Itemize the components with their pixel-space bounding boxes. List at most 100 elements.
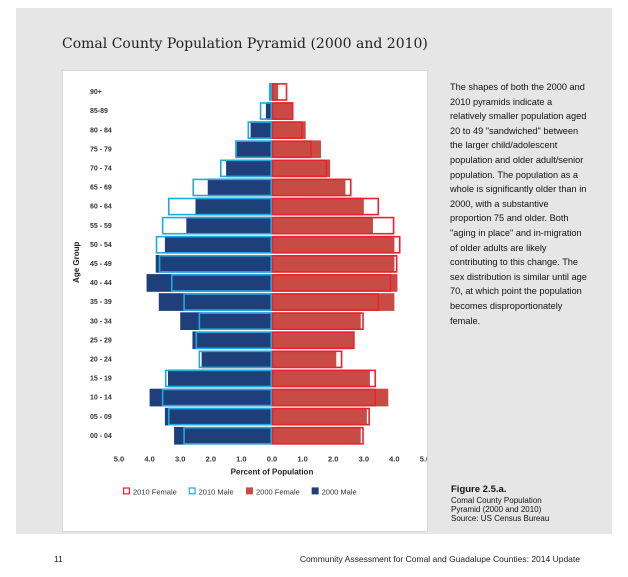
description-text: The shapes of both the 2000 and 2010 pyr… (450, 82, 587, 326)
x-tick-label: 4.0 (389, 454, 399, 463)
bar-2010-male-3 (235, 140, 273, 159)
legend-label: 2010 Male (199, 487, 234, 496)
y-tick-label: 15 - 19 (90, 376, 112, 383)
y-tick-label: 00 - 04 (90, 433, 112, 440)
bar-2000-female-5 (272, 178, 346, 197)
y-tick-label: 45 - 49 (90, 261, 112, 268)
bar-2000-male-10 (146, 274, 272, 292)
bar-2000-female-4 (272, 159, 331, 178)
bar-2010-male-4 (219, 159, 272, 178)
bar-2000-male-8 (164, 235, 272, 254)
bar-2000-female-12 (272, 312, 361, 330)
bar-2000-female-2 (272, 121, 306, 139)
bar-2010-male-12 (198, 312, 272, 331)
bar-2000-female-10 (272, 274, 398, 292)
bar-2000-female-15 (272, 369, 370, 388)
bar-2010-male-8 (155, 235, 272, 254)
bar-2010-female-0 (272, 83, 288, 101)
bar-2010-male-18 (183, 426, 272, 445)
x-tick-label: 2.0 (206, 454, 216, 463)
legend-swatch (122, 487, 130, 495)
chart-panel: 90+ 85-89 80 - 84 75 - 79 70 - 74 65 - 69 60 -… (62, 70, 428, 532)
bar-2000-male-12 (180, 312, 272, 330)
legend-label: 2000 Female (256, 487, 300, 496)
bar-2010-female-4 (272, 159, 328, 178)
bar-2010-female-1 (272, 102, 294, 120)
y-tick-label: 30 - 34 (90, 318, 112, 325)
bar-2010-male-10 (171, 274, 272, 292)
figure-label: Figure 2.5.a. (451, 484, 507, 495)
bar-2010-female-5 (272, 178, 352, 197)
bar-2000-male-5 (207, 178, 272, 197)
x-tick-label: 2.0 (328, 454, 338, 463)
population-pyramid-chart: 90+ 85-89 80 - 84 75 - 79 70 - 74 65 - 69 60 -… (72, 83, 427, 496)
y-tick-label: 55 - 59 (90, 223, 112, 230)
y-tick-label: 10 - 14 (90, 395, 112, 402)
bar-2000-male-15 (167, 369, 272, 388)
y-tick-label: 35 - 39 (90, 299, 112, 306)
bar-2010-female-10 (272, 274, 392, 292)
bar-2000-male-3 (235, 140, 272, 159)
y-tick-label: 85-89 (90, 108, 108, 115)
bar-2010-male-9 (158, 255, 273, 273)
x-tick-label: 0.0 (267, 454, 277, 463)
bar-2000-male-6 (195, 197, 272, 216)
caption-line: Comal County Population (451, 496, 542, 505)
bar-2010-female-13 (272, 331, 355, 350)
page-title: Comal County Population Pyramid (2000 an… (62, 36, 428, 52)
bar-2000-female-14 (272, 350, 337, 369)
bar-2000-male-4 (226, 159, 272, 178)
bar-2000-female-1 (272, 102, 294, 120)
x-tick-label: 1.0 (297, 454, 307, 463)
bar-2000-female-17 (272, 407, 367, 426)
bar-2010-male-7 (161, 216, 272, 235)
bar-2010-male-0 (268, 83, 273, 101)
bar-2000-female-8 (272, 235, 395, 254)
bar-2010-female-18 (272, 426, 364, 445)
bar-2000-male-16 (149, 388, 272, 407)
bar-2000-male-18 (174, 426, 272, 445)
y-tick-label: 05 - 09 (90, 414, 112, 421)
bar-2010-male-16 (161, 388, 272, 407)
y-tick-label: 75 - 79 (90, 146, 112, 153)
x-tick-label: 5.0 (114, 454, 124, 463)
bar-2010-male-14 (198, 350, 272, 369)
bar-2000-female-7 (272, 216, 373, 235)
bar-2010-female-17 (272, 407, 370, 426)
bar-2000-male-11 (158, 293, 272, 311)
bar-2010-female-14 (272, 350, 343, 369)
bar-2000-male-2 (250, 121, 272, 139)
top-strip (0, 0, 628, 8)
caption-line: Source: US Census Bureau (451, 514, 550, 523)
bar-2000-male-1 (265, 102, 272, 120)
y-tick-label: 60 - 64 (90, 204, 112, 211)
caption-line: Pyramid (2000 and 2010) (451, 505, 542, 514)
bar-2010-male-17 (167, 407, 273, 426)
y-axis-title: Age Group (72, 242, 81, 283)
y-tick-label: 80 - 84 (90, 127, 112, 134)
bar-2000-female-0 (272, 83, 279, 101)
bar-2010-male-6 (167, 197, 273, 216)
bar-2010-female-7 (272, 216, 395, 235)
footer-title: Community Assessment for Comal and Guada… (299, 554, 580, 564)
bar-2000-male-9 (155, 255, 272, 273)
bar-2010-female-8 (272, 235, 401, 254)
bar-2000-male-17 (164, 407, 272, 426)
x-tick-label: 3.0 (359, 454, 369, 463)
bar-2010-male-2 (247, 121, 273, 139)
bar-2000-female-6 (272, 197, 364, 216)
x-axis-title: Percent of Population (231, 467, 314, 476)
bar-2010-male-1 (259, 102, 272, 120)
bar-2000-male-14 (201, 350, 272, 369)
page-footer (0, 534, 628, 577)
legend-label: 2000 Male (322, 487, 357, 496)
bar-2010-male-5 (192, 178, 273, 197)
bar-2000-male-7 (186, 216, 272, 235)
figure-caption: Comal County Population Pyramid (2000 an… (451, 496, 601, 523)
x-tick-label: 3.0 (175, 454, 185, 463)
y-tick-label: 20 - 24 (90, 356, 112, 363)
y-tick-label: 40 - 44 (90, 280, 112, 287)
bar-2000-female-16 (272, 388, 389, 407)
x-tick-label: 4.0 (144, 454, 154, 463)
y-tick-label: 90+ (90, 89, 102, 96)
